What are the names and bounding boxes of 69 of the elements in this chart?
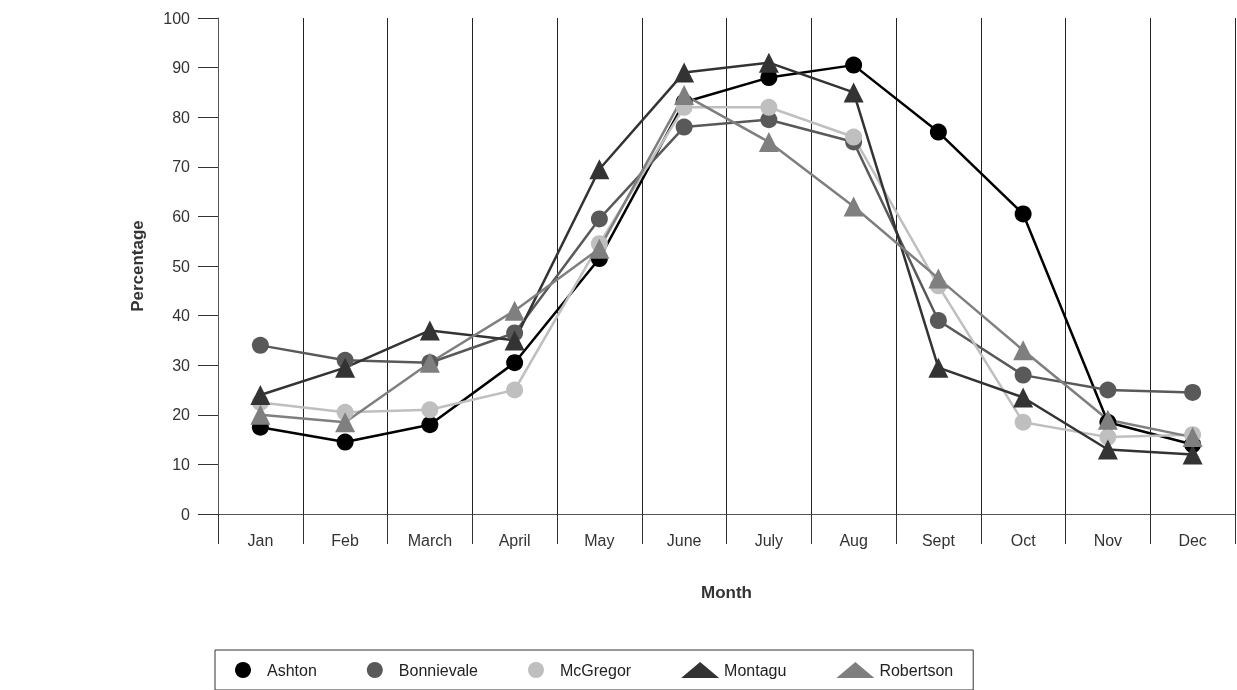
point xyxy=(589,159,610,180)
y-axis-title: Percentage xyxy=(128,220,147,312)
point xyxy=(421,401,439,419)
point xyxy=(335,357,356,378)
point xyxy=(845,128,863,146)
point xyxy=(928,357,949,378)
point xyxy=(250,404,271,425)
point xyxy=(928,268,949,289)
point xyxy=(929,312,947,330)
y-tick-label: 90 xyxy=(172,59,191,77)
point xyxy=(421,416,439,434)
y-tick-label: 10 xyxy=(172,455,191,473)
x-tick-label: Feb xyxy=(331,531,360,549)
point xyxy=(1013,387,1034,408)
point xyxy=(758,52,779,73)
point xyxy=(760,98,778,116)
point xyxy=(845,56,863,74)
legend-label: Ashton xyxy=(267,661,317,679)
y-tick-label: 50 xyxy=(172,257,191,275)
x-axis-title: Month xyxy=(701,583,752,602)
y-tick-label: 20 xyxy=(172,406,191,424)
point xyxy=(336,433,354,451)
point xyxy=(1014,205,1032,223)
point xyxy=(251,336,269,354)
point xyxy=(1184,383,1202,401)
point xyxy=(1014,366,1032,384)
x-tick-label: Dec xyxy=(1178,531,1207,549)
x-tick-label: April xyxy=(498,531,531,549)
x-tick-label: March xyxy=(407,531,453,549)
y-tick-label: 30 xyxy=(172,356,191,374)
y-tick-label: 40 xyxy=(172,307,191,325)
point xyxy=(250,384,271,405)
y-tick-label: 100 xyxy=(163,9,191,27)
point xyxy=(929,123,947,141)
point xyxy=(506,354,524,372)
x-tick-label: Nov xyxy=(1093,531,1123,549)
x-tick-label: Sept xyxy=(921,531,956,549)
y-tick-label: 70 xyxy=(172,158,191,176)
legend-label: Bonnievale xyxy=(398,661,479,679)
point xyxy=(1014,413,1032,431)
point xyxy=(1013,340,1034,361)
point xyxy=(1182,444,1203,465)
point xyxy=(335,412,356,433)
y-tick-label: 60 xyxy=(172,207,191,225)
point xyxy=(674,62,695,83)
point xyxy=(504,300,525,321)
point xyxy=(1097,439,1118,460)
legend-label: McGregor xyxy=(559,661,632,679)
point xyxy=(419,320,440,341)
x-tick-label: June xyxy=(666,531,702,549)
y-tick-label: 80 xyxy=(172,108,191,126)
point xyxy=(589,238,610,259)
point xyxy=(758,132,779,152)
point xyxy=(674,84,695,105)
x-tick-label: Oct xyxy=(1010,531,1037,549)
legend-label: Montagu xyxy=(724,661,787,679)
point xyxy=(1099,381,1117,399)
x-tick-label: July xyxy=(754,531,784,549)
x-tick-label: May xyxy=(584,531,615,549)
point xyxy=(590,210,608,228)
legend-label: Robertson xyxy=(879,661,954,679)
y-tick-label: 0 xyxy=(181,505,191,523)
x-tick-label: Jan xyxy=(247,531,274,549)
point xyxy=(843,82,864,103)
x-tick-label: Aug xyxy=(839,531,868,549)
point xyxy=(675,118,693,136)
point xyxy=(506,381,524,399)
point xyxy=(504,330,525,351)
point xyxy=(843,196,864,217)
